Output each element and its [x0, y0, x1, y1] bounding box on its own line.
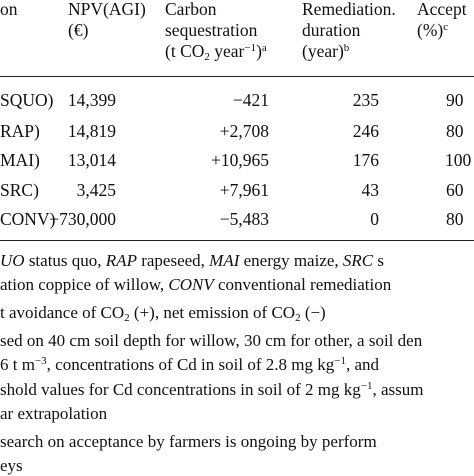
row-3-scenario: MAI) [0, 150, 40, 170]
row-4-acceptance: 60 [446, 180, 464, 200]
header-scenario: on [0, 0, 18, 19]
header-rule [0, 76, 474, 77]
header-carbon-line1: Carbon [165, 0, 217, 19]
row-3-npv: 13,014 [67, 150, 116, 170]
row-4-npv: 3,425 [76, 180, 116, 200]
footnote-b-line1: sed on 40 cm soil depth for willow, 30 c… [0, 331, 423, 350]
row-3-carbon: +10,965 [211, 150, 269, 170]
row-1-npv: 14,399 [67, 90, 116, 110]
row-1-acceptance: 90 [446, 90, 464, 110]
header-acceptance: Accept (%)c [417, 0, 467, 41]
header-remediation-line2: duration [302, 20, 361, 40]
header-npv-line1: NPV(AGI) [68, 0, 146, 19]
row-2-acceptance: 80 [446, 121, 464, 141]
row-5-scenario: CONV) [0, 209, 56, 229]
row-4-carbon: +7,961 [219, 180, 269, 200]
header-remediation-line1: Remediation. [302, 0, 396, 19]
footnote-abbreviations: UO status quo, RAP rapeseed, MAI energy … [0, 251, 385, 270]
row-2-scenario: RAP) [0, 121, 40, 141]
row-1-carbon: −421 [232, 90, 269, 110]
footnote-b-line4: ar extrapolation [0, 404, 108, 423]
header-carbon-line2: sequestration [165, 20, 258, 40]
header-npv: NPV(AGI) (€) [68, 0, 146, 41]
footnote-c-line2: eys [0, 456, 23, 475]
row-2-carbon: +2,708 [219, 121, 269, 141]
header-remediation-line3: (year)b [302, 41, 350, 61]
row-4-duration: 43 [361, 180, 380, 200]
footnote-a: t avoidance of CO2 (+), net emission of … [0, 303, 326, 324]
row-5-duration: 0 [370, 209, 379, 229]
row-1-duration: 235 [352, 90, 379, 110]
row-1-scenario: SQUO) [0, 90, 54, 110]
row-2-duration: 246 [352, 121, 379, 141]
bottom-rule [0, 240, 474, 241]
row-3-duration: 176 [352, 150, 379, 170]
row-4-scenario: SRC) [0, 180, 39, 200]
footnote-abbreviations-line2: ation coppice of willow, CONV convention… [0, 275, 392, 294]
row-3-acceptance: 100 [445, 150, 472, 170]
row-5-acceptance: 80 [446, 209, 464, 229]
footnote-b-line3: shold values for Cd concentrations in so… [0, 380, 424, 399]
footnote-b-line2: 6 t m−3, concentrations of Cd in soil of… [0, 355, 379, 374]
header-acceptance-line2: (%)c [417, 20, 449, 40]
header-carbon: Carbon sequestration (t CO2 year−1)a [165, 0, 267, 63]
row-5-carbon: −5,483 [219, 209, 269, 229]
row-2-npv: 14,819 [67, 121, 116, 141]
header-carbon-line3: (t CO2 year−1)a [165, 41, 267, 63]
header-acceptance-line1: Accept [417, 0, 467, 19]
header-remediation: Remediation. duration (year)b [302, 0, 396, 62]
header-npv-line2: (€) [68, 20, 89, 40]
row-5-npv: −730,000 [49, 209, 116, 229]
footnote-c-line1: search on acceptance by farmers is ongoi… [0, 432, 377, 451]
